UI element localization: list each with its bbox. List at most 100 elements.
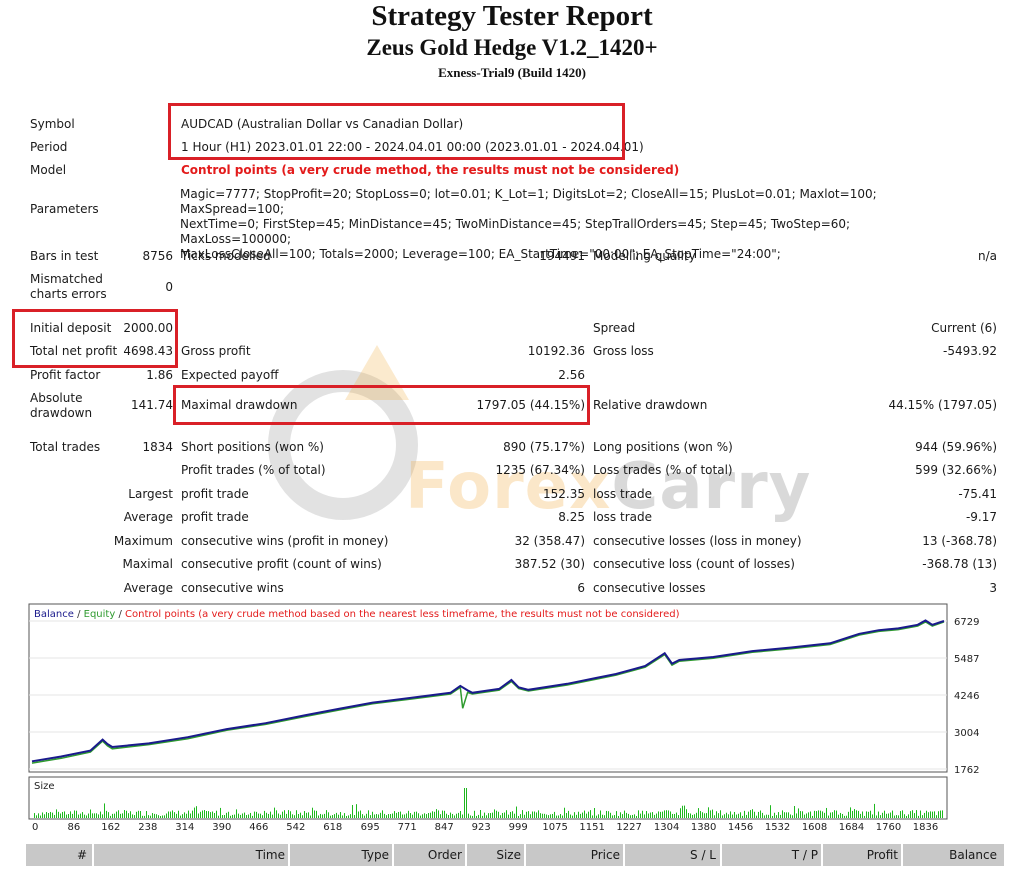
- size-bar: [528, 811, 529, 818]
- size-bar: [912, 810, 913, 818]
- size-bar: [498, 811, 499, 818]
- legend-balance: Balance: [34, 609, 74, 620]
- y-tick-label: 6729: [954, 617, 979, 628]
- size-bar: [508, 814, 509, 818]
- chart-x-axis: 0 86 162 238 314 390 466 542 618 695 771 847 923 999 1…: [32, 822, 938, 833]
- size-bar: [926, 810, 927, 818]
- size-bar: [664, 810, 665, 818]
- size-bar: [708, 807, 709, 818]
- size-bar: [448, 814, 449, 818]
- size-bar: [560, 814, 561, 818]
- x-tick-label: 1760: [876, 822, 901, 833]
- size-bar: [208, 811, 209, 818]
- size-bar: [774, 812, 775, 818]
- size-bar: [928, 812, 929, 818]
- size-bar: [672, 813, 673, 818]
- size-bar: [726, 812, 727, 818]
- size-bar: [884, 810, 885, 818]
- size-bar: [874, 803, 875, 818]
- size-bar: [270, 811, 271, 818]
- size-bar: [224, 814, 225, 818]
- size-bar: [302, 815, 303, 818]
- size-bar: [810, 811, 811, 818]
- highlight-symbol-period: [168, 103, 625, 160]
- loss-trades-label: Loss trades (% of total): [593, 463, 733, 477]
- x-tick-label: 1380: [691, 822, 716, 833]
- size-bar: [390, 814, 391, 818]
- size-bar: [370, 815, 371, 818]
- size-bar: [70, 811, 71, 818]
- profit-factor-label: Profit factor: [30, 368, 101, 382]
- size-bar: [50, 811, 51, 818]
- size-bar: [816, 811, 817, 818]
- size-bar: [114, 813, 115, 818]
- size-bar: [332, 815, 333, 818]
- size-bar: [74, 810, 75, 818]
- col-header-profit: Profit: [866, 848, 898, 862]
- size-bar: [164, 815, 165, 818]
- size-bar: [904, 814, 905, 818]
- size-bar: [696, 812, 697, 818]
- size-bar: [598, 814, 599, 818]
- size-bar: [262, 815, 263, 818]
- size-bar: [684, 805, 685, 818]
- size-bar: [720, 810, 721, 818]
- size-bar: [648, 813, 649, 818]
- x-tick-label: 923: [472, 822, 491, 833]
- size-bar: [250, 812, 251, 818]
- size-bar: [218, 815, 219, 818]
- size-bar: [862, 811, 863, 818]
- size-bar: [212, 811, 213, 818]
- size-bar: [102, 814, 103, 818]
- size-bar: [244, 812, 245, 818]
- size-bar: [522, 810, 523, 818]
- size-bar: [788, 812, 789, 818]
- size-bar: [372, 811, 373, 818]
- size-bar: [432, 811, 433, 818]
- size-bar: [200, 811, 201, 818]
- col-header-size: Size: [496, 848, 521, 862]
- size-bar: [456, 813, 457, 818]
- size-bar: [126, 810, 127, 818]
- abs-drawdown-label: Absolute: [30, 391, 83, 405]
- size-bar: [138, 810, 139, 818]
- parameters-line: MaxLossCloseAll=100; Totals=2000; Levera…: [180, 247, 781, 261]
- watermark-text: ForexCarry: [405, 450, 812, 524]
- size-bar: [520, 814, 521, 818]
- size-bar: [650, 812, 651, 818]
- size-bar: [596, 815, 597, 818]
- size-bar: [162, 815, 163, 818]
- size-bar: [512, 811, 513, 818]
- size-bar: [832, 812, 833, 818]
- size-bar: [546, 814, 547, 818]
- abs-drawdown-label-2: drawdown: [30, 406, 93, 420]
- size-bar: [268, 813, 269, 818]
- largest-loss-label: loss trade: [593, 487, 652, 501]
- size-bar: [920, 810, 921, 818]
- size-bar: [534, 811, 535, 818]
- size-bar: [280, 814, 281, 818]
- size-bar: [854, 809, 855, 818]
- size-bar: [826, 807, 827, 818]
- profit-factor-value: 1.86: [146, 368, 173, 382]
- size-bar: [186, 813, 187, 818]
- net-profit-value: 4698.43: [123, 344, 173, 358]
- size-bar: [898, 815, 899, 818]
- size-bar: [642, 810, 643, 818]
- size-bar: [748, 811, 749, 818]
- size-bar: [924, 812, 925, 818]
- size-bar: [252, 815, 253, 818]
- size-bar: [896, 815, 897, 818]
- size-chart: Size 0 86 162 238 314 390 466 542 618 695 771 847 92…: [28, 776, 948, 833]
- size-bar: [366, 813, 367, 818]
- column-separator: [288, 844, 290, 866]
- expected-payoff-value: 2.56: [558, 368, 585, 382]
- size-bar: [402, 814, 403, 818]
- maximal-loss-label: consecutive loss (count of losses): [593, 557, 795, 571]
- size-bar: [872, 814, 873, 818]
- size-bar: [144, 815, 145, 818]
- size-bar: [146, 811, 147, 818]
- parameters-label: Parameters: [30, 202, 99, 216]
- size-bar: [442, 810, 443, 818]
- size-bar: [530, 814, 531, 818]
